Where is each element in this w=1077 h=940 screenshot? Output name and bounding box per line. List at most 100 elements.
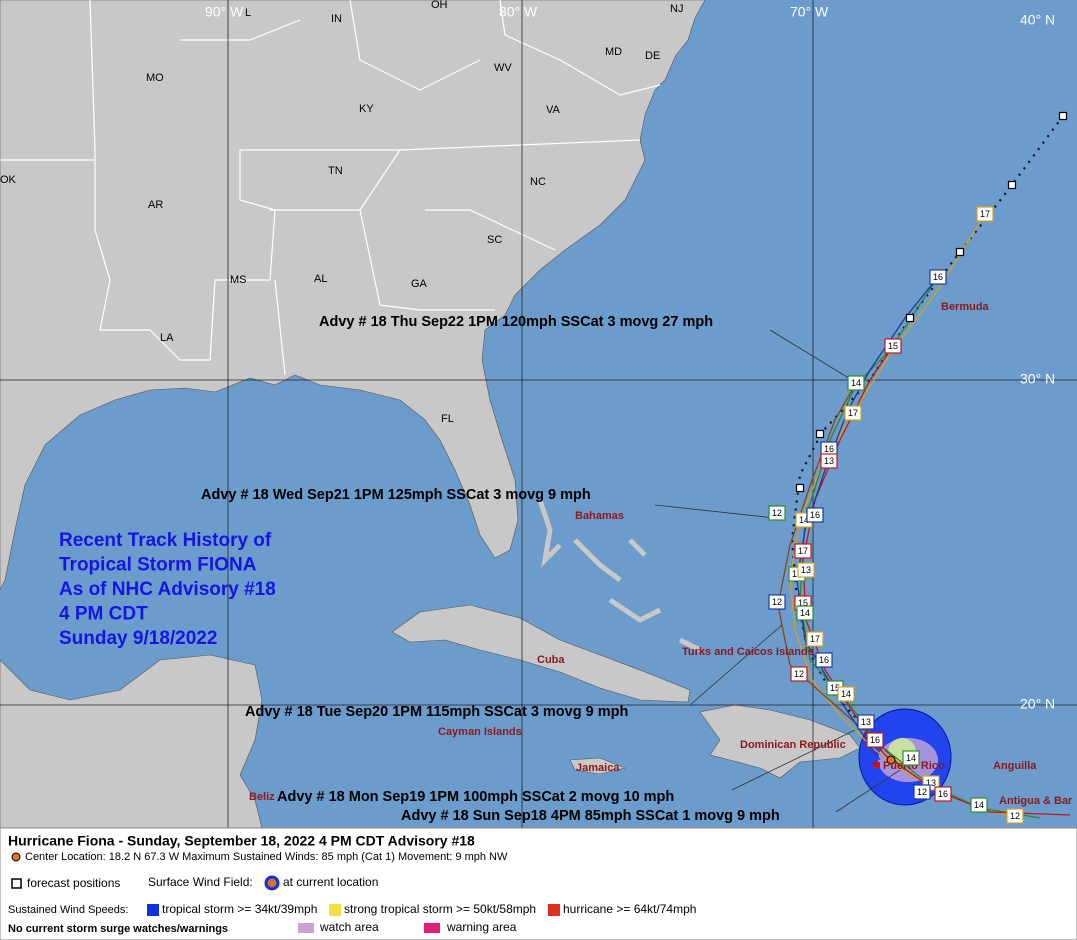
track-box-label: 15 [798,598,808,608]
state-label: SC [487,234,502,246]
state-label: IN [331,13,342,25]
track-box-label: 16 [870,735,880,745]
track-box-label: 13 [824,456,834,466]
legend-text: Center Location: 18.2 N 67.3 W Maximum S… [25,851,508,863]
map-title: As of NHC Advisory #18 [59,579,276,600]
state-label: TN [328,165,343,177]
forecast-position [795,483,805,493]
grid-label: 90° W [205,4,244,20]
legend-text: forecast positions [27,876,120,890]
track-box-label: 13 [926,778,936,788]
track-line [789,213,1016,819]
state-borders [0,0,661,376]
track-box [934,786,952,802]
grid-label: 70° W [790,4,829,20]
state-label: VA [546,104,561,116]
track-box [902,750,920,766]
track-box [768,505,786,521]
mexico [0,654,263,829]
map-labels: 90° W 80° W 70° W 40° N 30° N 20° N L IN OH NJ MO M… [0,0,1073,824]
state-label: DE [645,50,660,62]
track-box [796,605,814,621]
state-label: WV [494,62,512,74]
forecast-position [815,429,825,439]
advisory-label: Advy # 18 Tue Sep20 1PM 115mph SSCat 3 m… [245,704,628,720]
legend-text: Hurricane Fiona - Sunday, September 18, … [8,833,475,849]
place-label: Bahamas [575,510,624,522]
grid-label: 30° N [1020,371,1055,387]
grid-label: 40° N [1020,12,1055,28]
current-position [874,762,880,768]
track-box-label: 16 [810,510,820,520]
track-box-label: 12 [772,597,782,607]
place-label: Antigua & Bar [999,795,1073,807]
state-label: OK [0,174,17,186]
track-box-label: 12 [1010,811,1020,821]
legend-text: Surface Wind Field: [148,875,253,889]
advisory-label: Advy # 18 Sun Sep18 4PM 85mph SSCat 1 mo… [401,808,780,824]
track-box-label: 16 [938,789,948,799]
map-title: Sunday 9/18/2022 [59,628,217,649]
track-box [837,686,855,702]
forecast-icon [11,878,22,889]
state-label: MS [230,274,247,286]
track-box [929,269,947,285]
state-label: LA [160,332,174,344]
hu-swatch [548,904,560,916]
track-box-label: 14 [799,515,809,525]
state-label: MO [146,72,164,84]
track-box [857,714,875,730]
track-box [1006,808,1024,824]
forecast-position [1007,180,1017,190]
track-box [806,631,824,647]
place-label: Beliz [249,791,275,803]
grid-label: 80° W [499,4,538,20]
state-label: GA [411,278,428,290]
track-box-label: 16 [933,272,943,282]
track-box-label: 17 [798,546,808,556]
track-box [847,375,865,391]
forecast-position [955,247,965,257]
track-box [794,543,812,559]
state-label: L [245,7,251,19]
hispaniola [699,704,861,779]
legend-text: strong tropical storm >= 50kt/58mph [344,902,536,916]
state-label: NJ [670,3,683,15]
state-label: AL [314,273,327,285]
grid-label: 20° N [1020,696,1055,712]
map-title: Recent Track History of [59,530,272,551]
track-box [866,732,884,748]
track-box-label: 16 [819,655,829,665]
storm-center [886,755,896,765]
watch-swatch [298,923,314,933]
legend-text: hurricane >= 64kt/74mph [563,902,696,916]
place-label: Cayman Islands [438,726,522,738]
track-box-label: 12 [772,508,782,518]
cuba [391,604,691,703]
warning-swatch [424,923,440,933]
legend-text: tropical storm >= 34kt/39mph [162,902,317,916]
forecast-position [1058,111,1068,121]
track-box-label: 14 [906,753,916,763]
legend-text: warning area [446,920,517,934]
place-label: Puerto Rico [883,760,945,772]
track-box [768,594,786,610]
track-box-label: 17 [810,634,820,644]
state-label: AR [148,199,163,211]
track-box [844,405,862,421]
center-icon [11,852,21,862]
track-box [976,206,994,222]
state-label: OH [431,0,448,11]
advisory-label: Advy # 18 Wed Sep21 1PM 125mph SSCat 3 m… [201,487,591,503]
track-box-label: 15 [830,683,840,693]
place-label: Dominican Republic [740,739,846,751]
ts-swatch [147,904,159,916]
map-title: 4 PM CDT [59,604,148,625]
track-box-label: 14 [800,608,810,618]
state-label: NC [530,176,546,188]
place-label: Turks and Caicos Islands [682,646,814,658]
track-box-label: 15 [888,341,898,351]
leader-lines [654,329,901,813]
track-box [797,562,815,578]
